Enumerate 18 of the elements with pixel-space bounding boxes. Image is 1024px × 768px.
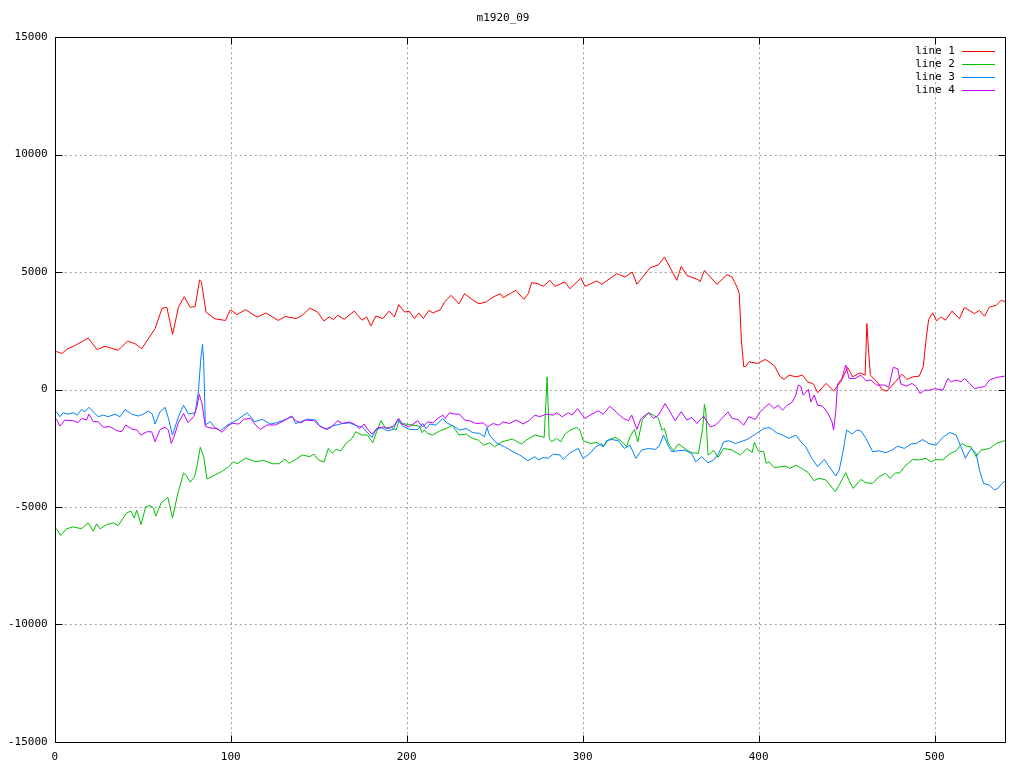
x-tick-label: 200 bbox=[396, 750, 417, 764]
y-tick-label: 10000 bbox=[14, 147, 48, 161]
x-tick-label: 400 bbox=[748, 750, 769, 764]
y-tick-label: -5000 bbox=[14, 499, 48, 513]
legend-label: line 3 bbox=[915, 70, 955, 84]
legend-label: line 1 bbox=[915, 44, 955, 58]
y-tick-label: -10000 bbox=[7, 617, 48, 631]
y-tick-label: 0 bbox=[41, 382, 48, 396]
x-tick-label: 500 bbox=[924, 750, 945, 764]
y-tick-label: 15000 bbox=[14, 30, 48, 44]
legend-label: line 2 bbox=[915, 57, 955, 71]
chart-title: m1920_09 bbox=[476, 11, 530, 25]
y-tick-label: 5000 bbox=[21, 264, 48, 278]
legend-label: line 4 bbox=[915, 83, 956, 97]
x-tick-label: 100 bbox=[220, 750, 241, 764]
y-tick-label: -15000 bbox=[7, 734, 48, 748]
x-tick-label: 300 bbox=[572, 750, 593, 764]
x-tick-label: 0 bbox=[51, 750, 59, 764]
